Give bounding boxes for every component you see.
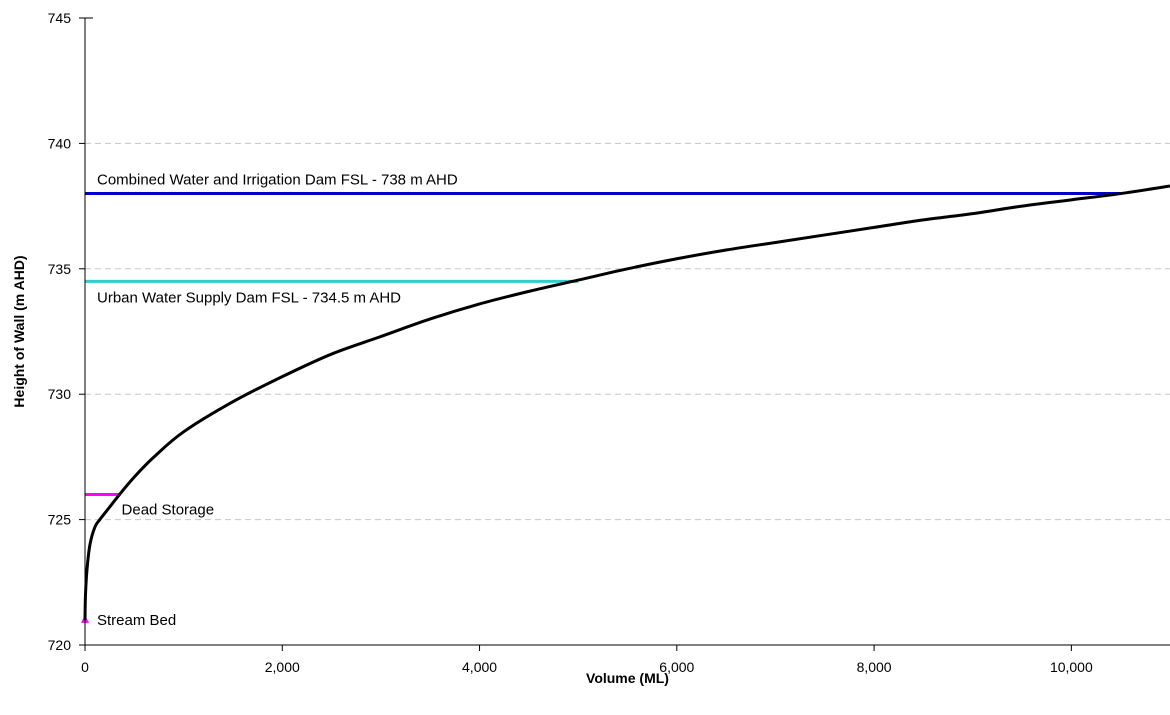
y-axis-title: Height of Wall (m AHD) (11, 255, 27, 407)
storage-curve-line-0 (83, 184, 1170, 620)
y-tick-label: 720 (48, 637, 72, 653)
x-tick-label: 6,000 (659, 659, 694, 675)
x-tick-label: 4,000 (462, 659, 497, 675)
x-tick-label: 8,000 (857, 659, 892, 675)
y-tick-label: 725 (48, 512, 72, 528)
annotation-2-label: Dead Storage (122, 502, 215, 519)
y-axis-ticks: 720 725 730 735 740 745 (48, 10, 85, 653)
storage-curve (83, 184, 1170, 620)
x-axis-ticks: 0 2,000 4,000 6,000 8,000 10,000 (81, 645, 1093, 675)
annotation-1-label: Urban Water Supply Dam FSL - 734.5 m AHD (97, 289, 401, 306)
y-tick-label: 735 (48, 261, 72, 277)
gridlines (85, 142, 1170, 521)
x-tick-label: 10,000 (1050, 659, 1093, 675)
y-tick-label: 730 (48, 386, 72, 402)
y-tick-label: 740 (48, 135, 72, 151)
y-tick-label: 745 (48, 10, 72, 26)
stream-bed-label: Stream Bed (97, 612, 176, 629)
x-tick-label: 0 (81, 659, 89, 675)
fsl-lines (81, 192, 1121, 623)
annotation-labels: Combined Water and Irrigation Dam FSL - … (97, 172, 458, 629)
axes (84, 17, 1170, 646)
x-tick-label: 2,000 (265, 659, 300, 675)
x-axis-title: Volume (ML) (586, 670, 669, 686)
annotation-0-label: Combined Water and Irrigation Dam FSL - … (97, 172, 458, 189)
